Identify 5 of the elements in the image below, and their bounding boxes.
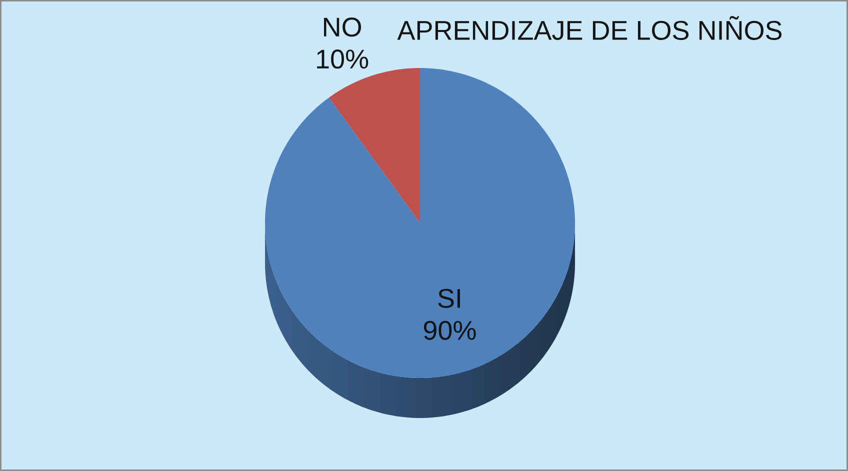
data-label: 90% xyxy=(424,320,476,340)
slice-label: NO xyxy=(324,18,361,37)
chart-title: APRENDIZAJE DE LOS NIÑOS xyxy=(397,16,782,40)
slice-label: SI xyxy=(438,288,460,308)
data-label: 10% xyxy=(317,50,368,69)
